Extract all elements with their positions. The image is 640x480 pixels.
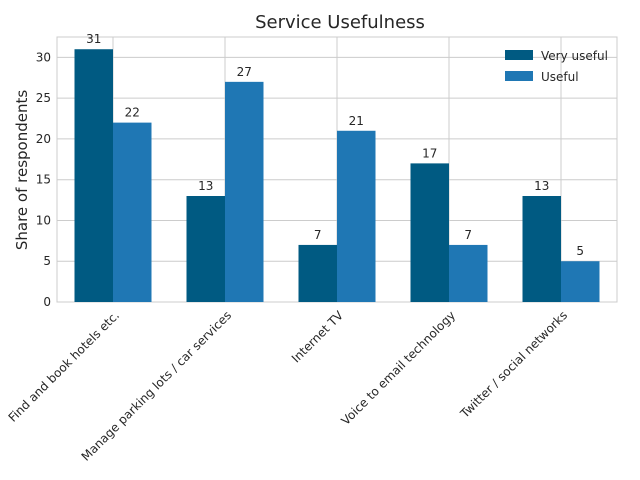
y-tick-label: 0 (43, 295, 51, 309)
bar-very-useful (298, 244, 337, 302)
bar-useful (225, 81, 264, 302)
data-labels: 31 13 7 17 13 22 27 21 7 5 (86, 32, 584, 258)
data-label: 13 (198, 179, 213, 193)
x-tick-label: Find and book hotels etc. (6, 308, 123, 425)
x-axis-ticks: Find and book hotels etc.Manage parking … (6, 308, 571, 464)
y-tick-label: 10 (36, 213, 51, 227)
bar-very-useful (522, 196, 561, 302)
data-label: 13 (534, 179, 549, 193)
bar-very-useful (410, 163, 449, 302)
y-tick-label: 20 (36, 132, 51, 146)
legend: Very useful Useful (505, 49, 608, 84)
y-axis-label: Share of respondents (13, 90, 31, 251)
y-tick-label: 15 (36, 173, 51, 187)
bar-useful (337, 130, 376, 302)
bar-very-useful (74, 49, 113, 302)
y-tick-label: 25 (36, 91, 51, 105)
data-label: 22 (125, 106, 140, 120)
legend-label-very-useful: Very useful (541, 49, 608, 63)
y-tick-label: 5 (43, 254, 51, 268)
bar-useful (449, 244, 488, 302)
chart-title: Service Usefulness (255, 12, 425, 33)
x-tick-label: Internet TV (289, 308, 347, 366)
x-tick-label: Twitter / social networks (457, 308, 570, 421)
data-label: 7 (464, 228, 472, 242)
bar-useful (561, 261, 600, 302)
x-tick-label: Voice to email technology (339, 308, 459, 428)
y-axis-ticks: 0 5 10 15 20 25 30 (36, 50, 51, 309)
bar-useful (113, 122, 152, 302)
legend-swatch-very-useful (505, 50, 533, 60)
bars (74, 49, 600, 302)
legend-swatch-useful (505, 71, 533, 81)
y-tick-label: 30 (36, 50, 51, 64)
data-label: 17 (422, 146, 437, 160)
data-label: 5 (576, 244, 584, 258)
data-label: 27 (237, 65, 252, 79)
data-label: 31 (86, 32, 101, 46)
data-label: 21 (349, 114, 364, 128)
data-label: 7 (314, 228, 322, 242)
bar-very-useful (186, 196, 225, 302)
legend-label-useful: Useful (541, 70, 579, 84)
